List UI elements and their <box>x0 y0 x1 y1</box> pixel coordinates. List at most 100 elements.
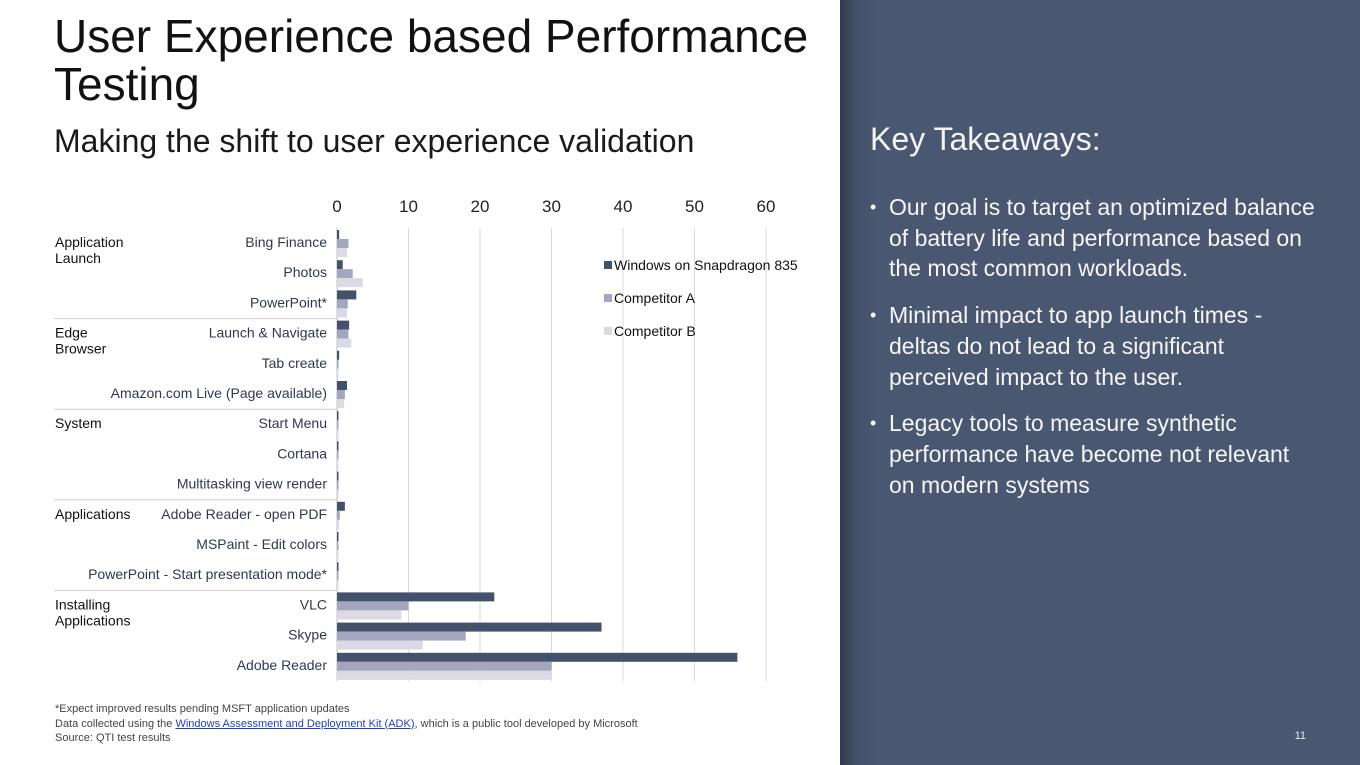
category-label: Cortana <box>277 445 327 461</box>
bar <box>337 480 339 490</box>
takeaways-title: Key Takeaways: <box>870 121 1101 157</box>
bar <box>337 601 409 611</box>
bar <box>337 640 423 650</box>
bullet-icon: • <box>870 413 877 434</box>
bullet-icon: • <box>870 197 877 217</box>
bar <box>337 541 339 550</box>
category-labels: Bing Finance Photos PowerPoint* Launch & Na… <box>88 234 327 673</box>
bar <box>337 381 348 390</box>
category-label: Amazon.com Live (Page available) <box>111 385 327 401</box>
x-tick-label: 0 <box>332 197 341 216</box>
page-number: 11 <box>1294 730 1306 742</box>
group-label: Applications <box>55 506 131 522</box>
group-label: System <box>55 415 102 431</box>
category-label: Start Menu <box>259 415 327 431</box>
slide-subtitle: Making the shift to user experience vali… <box>54 123 695 159</box>
x-tick-label: 50 <box>685 197 704 216</box>
x-tick-label: 40 <box>614 197 633 216</box>
bar <box>337 501 345 511</box>
category-label: MSPaint - Edit colors <box>196 536 327 552</box>
legend-label: Competitor B <box>614 323 696 339</box>
bar <box>337 260 343 270</box>
group-label-line: Installing <box>55 596 110 612</box>
group-label: Installing Applications <box>55 596 131 628</box>
bar <box>337 489 339 499</box>
footnote-source: Source: QTI test results <box>55 732 171 744</box>
bar <box>337 329 349 339</box>
bar <box>337 661 552 671</box>
bar <box>337 308 348 318</box>
legend-label: Windows on Snapdragon 835 <box>614 257 798 273</box>
bar <box>337 610 402 620</box>
group-label: Application Launch <box>55 234 124 266</box>
legend-swatch <box>604 261 612 269</box>
bar <box>337 411 339 421</box>
x-tick-label: 10 <box>399 197 418 216</box>
bar <box>337 350 340 360</box>
category-label: Adobe Reader - open PDF <box>161 506 327 522</box>
category-label: Skype <box>288 627 327 643</box>
takeaway-text: Legacy tools to measure synthetic perfor… <box>889 410 1290 498</box>
bar <box>337 359 339 369</box>
takeaways-panel: Key Takeaways: • Our goal is to target an… <box>840 0 1360 765</box>
bar <box>337 230 340 239</box>
group-label-line: Applications <box>55 612 131 628</box>
x-axis-ticks: 0 10 20 30 40 50 60 <box>332 197 775 216</box>
takeaway-item: • Legacy tools to measure synthetic perfo… <box>870 408 1315 500</box>
footnotes: *Expect improved results pending MSFT ap… <box>55 702 815 746</box>
x-tick-label: 60 <box>757 197 776 216</box>
bar <box>337 441 339 451</box>
category-label: Tab create <box>262 355 328 371</box>
category-label: PowerPoint - Start presentation mode* <box>88 566 327 582</box>
bar <box>337 399 345 408</box>
bar <box>337 320 350 330</box>
bar <box>337 519 340 529</box>
legend-swatch <box>604 294 612 302</box>
takeaway-item: • Minimal impact to app launch times - de… <box>870 300 1315 392</box>
bar <box>337 368 339 378</box>
bar <box>337 510 340 520</box>
legend-swatch <box>604 327 612 335</box>
group-label-line: Application <box>55 234 124 250</box>
takeaway-item: • Our goal is to target an optimized bala… <box>870 192 1315 284</box>
bar <box>337 239 349 248</box>
x-tick-label: 30 <box>542 197 561 216</box>
bar <box>337 459 339 469</box>
category-label: VLC <box>300 596 327 612</box>
takeaway-text: Minimal impact to app launch times - del… <box>889 302 1263 390</box>
adk-link[interactable]: Windows Assessment and Deployment Kit (A… <box>175 717 415 730</box>
group-label-line: Applications <box>55 506 131 522</box>
bar <box>337 450 339 460</box>
slide-title: User Experience based Performance Testin… <box>54 10 809 110</box>
category-label: Multitasking view render <box>177 476 328 492</box>
chart-legend: Windows on Snapdragon 835 Competitor A Com… <box>604 257 798 339</box>
bar <box>337 420 339 430</box>
bar <box>337 269 353 279</box>
x-tick-label: 20 <box>471 197 490 216</box>
bar <box>337 592 495 602</box>
chart-bars <box>337 230 738 680</box>
bar <box>337 248 348 257</box>
category-label: Photos <box>283 264 327 280</box>
bar <box>337 532 339 541</box>
category-label: Launch & Navigate <box>209 325 328 341</box>
footnote-data-source: Data collected using the Windows Assessm… <box>55 717 815 732</box>
footnote-data-prefix: Data collected using the <box>55 717 176 730</box>
bar <box>337 580 339 590</box>
footnote-data-suffix: , which is a public tool developed by Mi… <box>414 717 638 730</box>
bar <box>337 550 339 559</box>
bar <box>337 471 339 481</box>
group-label-line: Edge <box>55 325 88 341</box>
category-label: PowerPoint* <box>250 294 328 310</box>
bullet-icon: • <box>870 305 877 326</box>
category-label: Adobe Reader <box>237 657 328 673</box>
group-label-line: System <box>55 415 102 431</box>
bar <box>337 571 339 581</box>
bar <box>337 562 339 572</box>
group-labels: Application Launch Edge Browser System Applic… <box>55 234 131 628</box>
group-label-line: Browser <box>55 341 107 357</box>
group-label-line: Launch <box>55 250 101 266</box>
legend-label: Competitor A <box>614 290 696 306</box>
bar <box>337 390 345 399</box>
takeaway-text: Our goal is to target an optimized balan… <box>889 194 1315 282</box>
